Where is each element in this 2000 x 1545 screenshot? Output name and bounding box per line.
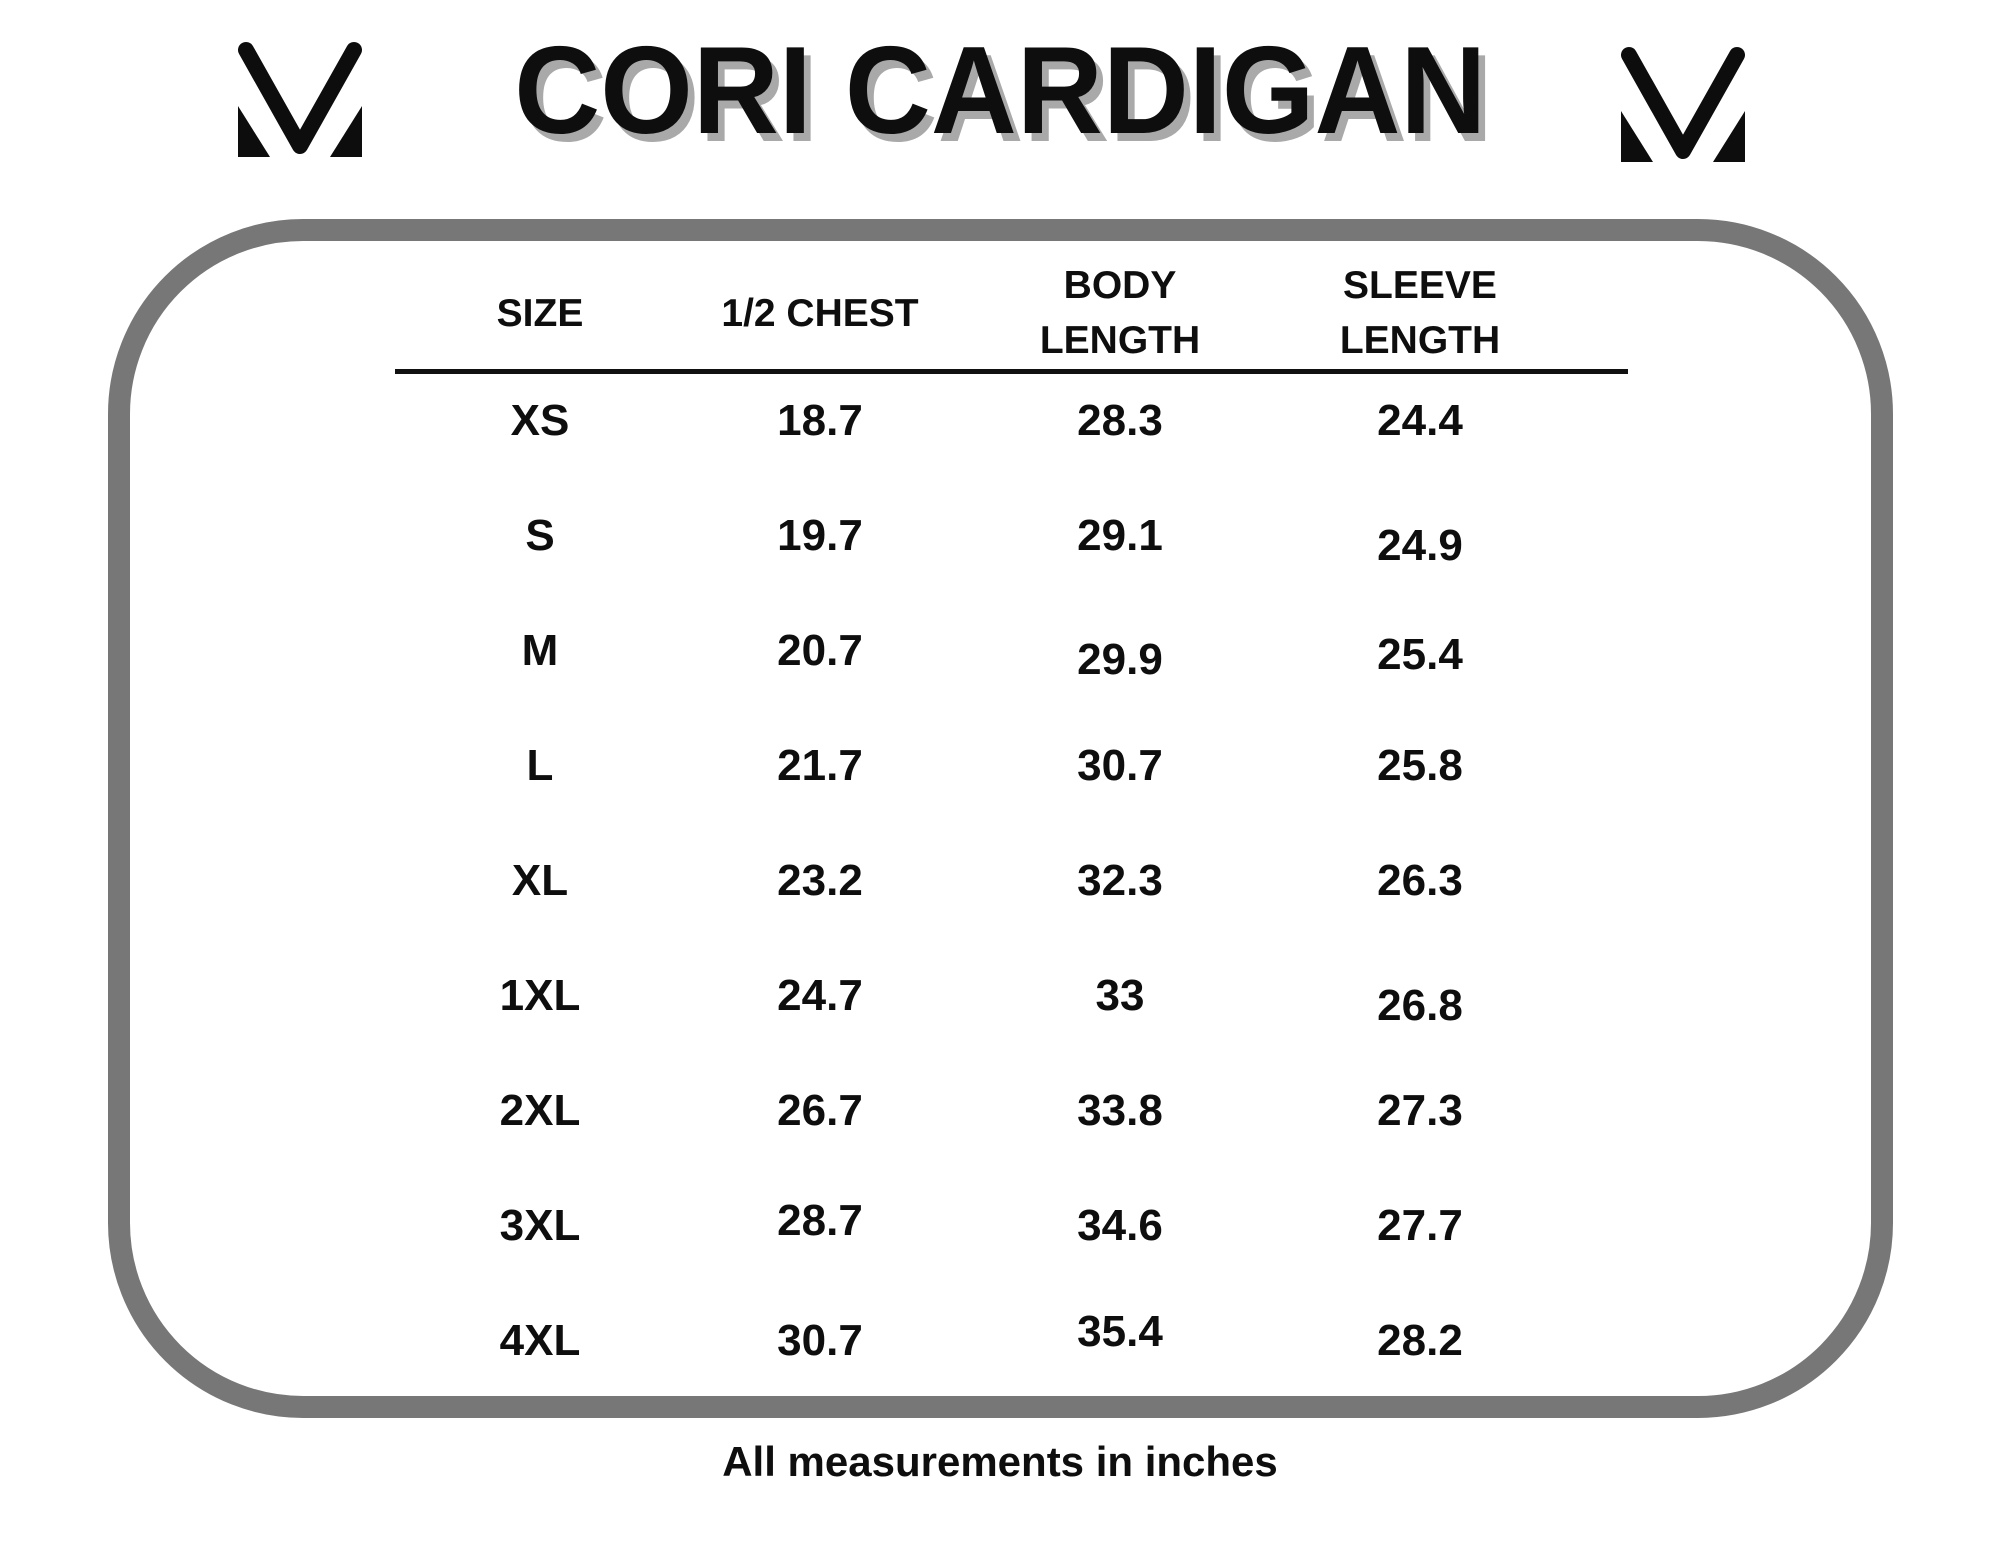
body-length-cell: 29.9 — [1077, 634, 1163, 684]
sleeve-length-cell: 26.3 — [1377, 855, 1463, 905]
page-title: CORI CARDIGAN — [0, 26, 2000, 156]
measurement-note: All measurements in inches — [722, 1438, 1278, 1485]
size-table: SIZE 1/2 CHEST BODY LENGTH SLEEVE LENGTH X… — [395, 258, 1628, 1398]
sleeve-length-cell: 27.7 — [1377, 1200, 1463, 1250]
size-cell: 3XL — [499, 1200, 581, 1250]
header-line: LENGTH — [1039, 319, 1201, 362]
table-body: XS 18.7 28.3 24.4 S 19.7 29.1 24.9 M 20.… — [395, 363, 1628, 1398]
body-length-cell: 28.3 — [1077, 395, 1163, 445]
body-length-cell: 33.8 — [1077, 1085, 1163, 1135]
table-row: L 21.7 30.7 25.8 — [395, 708, 1628, 823]
sleeve-length-cell: 24.4 — [1377, 395, 1463, 445]
header-divider-line — [395, 369, 1628, 374]
body-length-cell: 34.6 — [1077, 1200, 1163, 1250]
brand-logo-right — [1619, 45, 1747, 165]
sleeve-length-cell: 24.9 — [1377, 520, 1463, 570]
table-row: 3XL 28.7 34.6 27.7 — [395, 1168, 1628, 1283]
sleeve-length-cell: 27.3 — [1377, 1085, 1463, 1135]
size-cell: S — [525, 510, 555, 560]
size-cell: XS — [510, 395, 570, 445]
m-logo-icon — [1621, 47, 1745, 162]
table-row: XS 18.7 28.3 24.4 — [395, 363, 1628, 478]
page-title-text: CORI CARDIGAN — [513, 22, 1487, 160]
rounded-border-panel — [108, 219, 1893, 1418]
body-length-cell: 32.3 — [1077, 855, 1163, 905]
sleeve-length-cell: 28.2 — [1377, 1315, 1463, 1365]
half-chest-cell: 24.7 — [777, 970, 863, 1020]
sleeve-length-cell: 26.8 — [1377, 980, 1463, 1030]
m-logo-icon — [238, 42, 362, 157]
header-line: LENGTH — [1339, 319, 1501, 362]
size-cell: 2XL — [499, 1085, 581, 1135]
table-row: 4XL 30.7 35.4 28.2 — [395, 1283, 1628, 1398]
header-sleeve-length: SLEEVE LENGTH — [1285, 258, 1555, 368]
body-length-cell: 29.1 — [1077, 510, 1163, 560]
table-row: S 19.7 29.1 24.9 — [395, 478, 1628, 593]
table-header-row: SIZE 1/2 CHEST BODY LENGTH SLEEVE LENGTH — [395, 258, 1628, 364]
header-line: SLEEVE — [1343, 264, 1497, 307]
half-chest-cell: 28.7 — [777, 1195, 863, 1245]
size-cell: L — [526, 740, 554, 790]
header-half-chest: 1/2 CHEST — [685, 286, 955, 341]
header-body-length: BODY LENGTH — [955, 258, 1285, 368]
table-row: M 20.7 29.9 25.4 — [395, 593, 1628, 708]
sleeve-length-cell: 25.8 — [1377, 740, 1463, 790]
half-chest-cell: 30.7 — [777, 1315, 863, 1365]
body-length-cell: 30.7 — [1077, 740, 1163, 790]
size-cell: XL — [511, 855, 569, 905]
brand-logo-left — [236, 40, 364, 160]
half-chest-cell: 23.2 — [777, 855, 863, 905]
header-line: BODY — [1063, 264, 1177, 307]
half-chest-cell: 20.7 — [777, 625, 863, 675]
half-chest-cell: 18.7 — [777, 395, 863, 445]
size-cell: 1XL — [499, 970, 581, 1020]
body-length-cell: 35.4 — [1077, 1306, 1163, 1356]
half-chest-cell: 19.7 — [777, 510, 863, 560]
half-chest-cell: 26.7 — [777, 1085, 863, 1135]
sleeve-length-cell: 25.4 — [1377, 629, 1463, 679]
size-cell: M — [521, 625, 559, 675]
table-row: XL 23.2 32.3 26.3 — [395, 823, 1628, 938]
header-line: 1/2 CHEST — [721, 291, 919, 335]
body-length-cell: 33 — [1095, 970, 1145, 1020]
header-line: SIZE — [496, 291, 584, 335]
table-row: 1XL 24.7 33 26.8 — [395, 938, 1628, 1053]
table-row: 2XL 26.7 33.8 27.3 — [395, 1053, 1628, 1168]
header-size: SIZE — [395, 286, 685, 341]
size-cell: 4XL — [499, 1315, 581, 1365]
half-chest-cell: 21.7 — [777, 740, 863, 790]
